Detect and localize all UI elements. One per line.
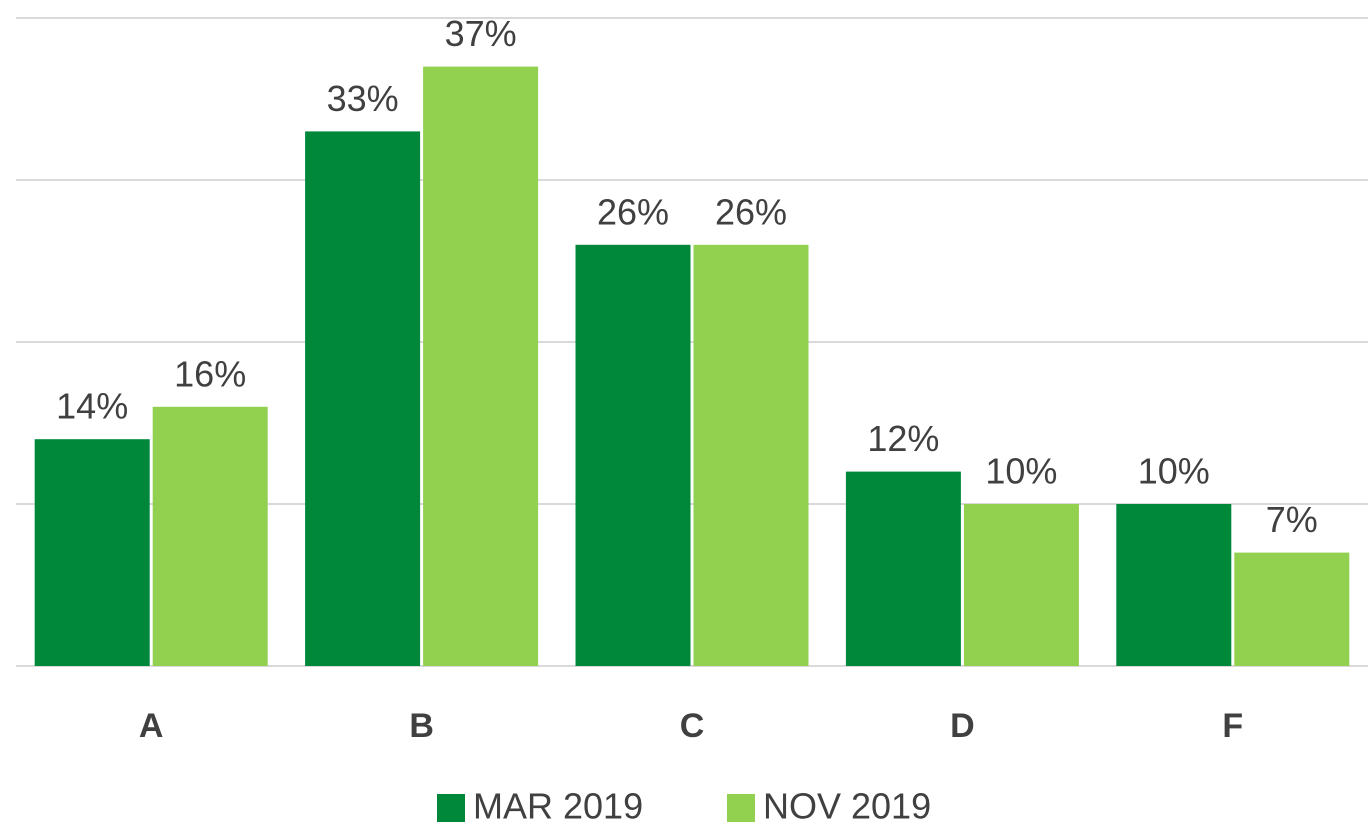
legend-marker xyxy=(727,794,755,822)
value-label: 16% xyxy=(174,353,246,394)
value-label: 10% xyxy=(985,451,1057,492)
bar xyxy=(1116,504,1232,666)
bar xyxy=(305,131,421,666)
x-tick-label: A xyxy=(139,707,164,745)
bar xyxy=(575,244,691,667)
bar xyxy=(34,439,150,666)
bar xyxy=(963,504,1079,666)
legend-label: NOV 2019 xyxy=(763,786,931,827)
value-label: 12% xyxy=(867,418,939,459)
x-tick-label: B xyxy=(409,707,434,745)
bar xyxy=(845,471,961,666)
bar xyxy=(693,244,809,667)
x-tick-label: D xyxy=(950,707,975,745)
value-label: 33% xyxy=(327,78,399,119)
value-label: 26% xyxy=(715,191,787,232)
value-label: 26% xyxy=(597,191,669,232)
value-label: 10% xyxy=(1138,451,1210,492)
legend-label: MAR 2019 xyxy=(473,786,643,827)
value-label: 14% xyxy=(56,386,128,427)
x-tick-label: C xyxy=(680,707,705,745)
x-tick-label: F xyxy=(1222,707,1243,745)
legend-marker xyxy=(437,794,465,822)
value-label: 37% xyxy=(445,13,517,54)
value-label: 7% xyxy=(1266,499,1318,540)
bar xyxy=(423,66,539,667)
bar xyxy=(152,406,268,666)
bar xyxy=(1234,552,1350,666)
